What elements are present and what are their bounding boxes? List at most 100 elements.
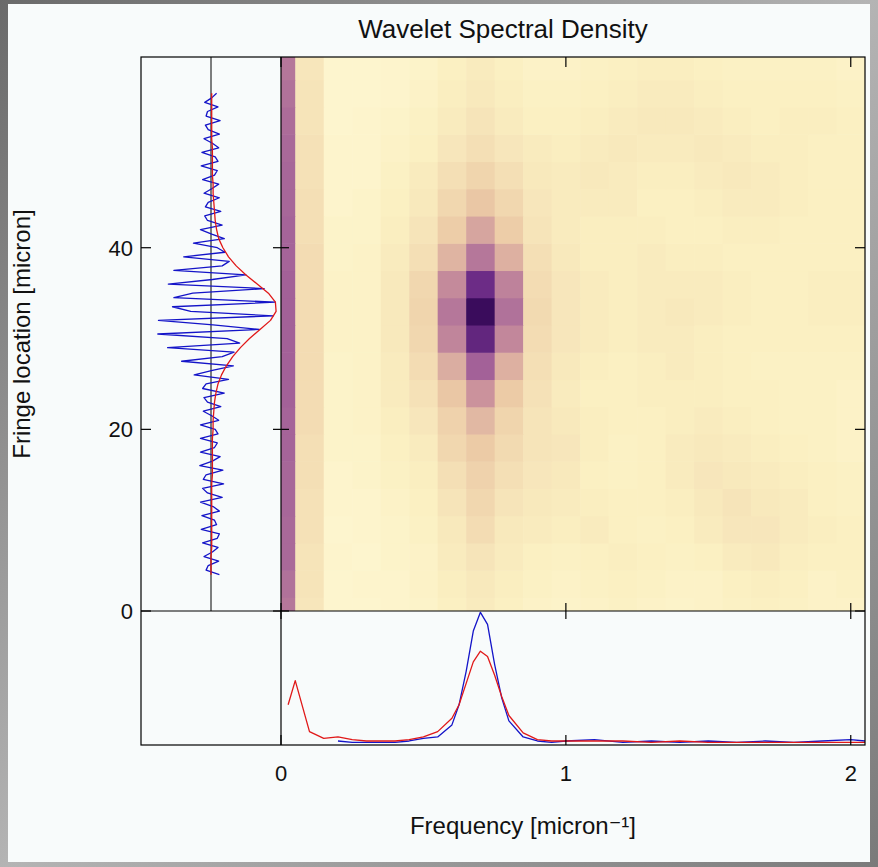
heat-cell <box>381 270 410 298</box>
heat-cell <box>466 379 495 407</box>
heat-cell <box>466 543 495 571</box>
heat-cell <box>808 597 837 611</box>
heat-cell <box>523 107 552 135</box>
heat-cell <box>523 216 552 244</box>
heat-cell <box>837 570 865 598</box>
fringe-panel <box>158 57 276 611</box>
heat-cell <box>523 134 552 162</box>
heat-cell <box>637 461 666 489</box>
heat-cell <box>780 488 809 516</box>
heat-cell <box>637 134 666 162</box>
heat-cell <box>324 270 353 298</box>
heat-cell <box>409 543 438 571</box>
heat-cell <box>780 298 809 326</box>
heat-cell <box>352 216 381 244</box>
tick-mark <box>850 57 851 67</box>
heat-cell <box>324 134 353 162</box>
heat-cell <box>324 352 353 380</box>
heat-cell <box>352 325 381 353</box>
heat-cell <box>780 325 809 353</box>
heat-cell <box>295 407 324 435</box>
heat-cell <box>523 543 552 571</box>
heat-cell <box>666 352 695 380</box>
heat-cell <box>609 57 638 80</box>
heat-cell <box>666 570 695 598</box>
heat-cell <box>381 189 410 217</box>
heat-cell <box>281 298 296 326</box>
heat-cell <box>281 570 296 598</box>
heat-cell <box>637 352 666 380</box>
heat-cell <box>808 379 837 407</box>
heat-cell <box>324 298 353 326</box>
heat-cell <box>438 57 467 80</box>
heat-cell <box>523 57 552 80</box>
heat-cell <box>552 80 581 108</box>
heat-cell <box>409 189 438 217</box>
heat-cell <box>808 216 837 244</box>
heat-cell <box>466 461 495 489</box>
tick-mark <box>850 735 851 745</box>
tick-mark <box>273 429 289 430</box>
heat-cell <box>409 80 438 108</box>
heat-cell <box>381 570 410 598</box>
heat-cell <box>808 407 837 435</box>
heat-cell <box>324 407 353 435</box>
heat-cell <box>808 189 837 217</box>
y-tick-label: 40 <box>109 236 133 261</box>
heat-cell <box>837 80 865 108</box>
heat-cell <box>381 488 410 516</box>
heat-cell <box>837 57 865 80</box>
heat-cell <box>409 216 438 244</box>
heat-cell <box>495 352 524 380</box>
heat-cell <box>381 243 410 271</box>
heat-cell <box>281 216 296 244</box>
heat-cell <box>552 216 581 244</box>
heat-cell <box>637 107 666 135</box>
heat-cell <box>523 434 552 462</box>
heat-cell <box>723 461 752 489</box>
heat-cell <box>723 434 752 462</box>
heat-cell <box>666 80 695 108</box>
heat-cell <box>281 134 296 162</box>
heat-cell <box>666 216 695 244</box>
heat-cell <box>723 243 752 271</box>
tick-mark <box>855 247 865 248</box>
heat-cell <box>523 407 552 435</box>
heat-cell <box>609 434 638 462</box>
heat-cell <box>637 270 666 298</box>
heat-cell <box>352 189 381 217</box>
heat-cell <box>808 516 837 544</box>
heat-cell <box>723 597 752 611</box>
heat-cell <box>666 407 695 435</box>
heat-cell <box>780 270 809 298</box>
heat-cell <box>751 325 780 353</box>
heat-cell <box>723 80 752 108</box>
heat-cell <box>637 325 666 353</box>
heat-cell <box>694 189 723 217</box>
heat-cell <box>723 134 752 162</box>
heat-cell <box>637 434 666 462</box>
heat-cell <box>723 407 752 435</box>
heat-cell <box>694 270 723 298</box>
heat-cell <box>324 516 353 544</box>
heat-cell <box>381 407 410 435</box>
heat-cell <box>780 570 809 598</box>
heat-cell <box>837 107 865 135</box>
heat-cell <box>609 270 638 298</box>
heat-cell <box>837 488 865 516</box>
heat-cell <box>780 57 809 80</box>
heat-cell <box>609 516 638 544</box>
heat-cell <box>666 107 695 135</box>
heat-cell <box>751 161 780 189</box>
heat-cell <box>694 57 723 80</box>
heat-cell <box>609 161 638 189</box>
heat-cell <box>837 243 865 271</box>
heat-cell <box>295 216 324 244</box>
heat-cell <box>837 379 865 407</box>
heat-cell <box>808 298 837 326</box>
heat-cell <box>281 352 296 380</box>
heat-cell <box>352 516 381 544</box>
heat-cell <box>352 379 381 407</box>
heat-cell <box>694 434 723 462</box>
heat-cell <box>466 270 495 298</box>
